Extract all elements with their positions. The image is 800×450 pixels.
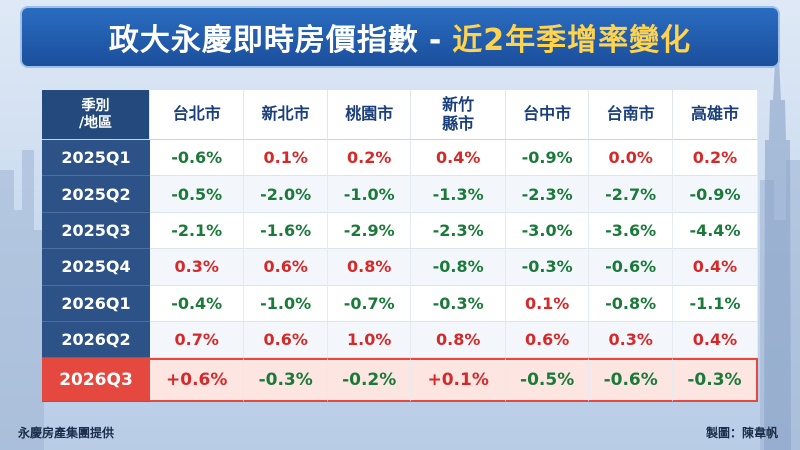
table-row: 2025Q3 -2.1% -1.6% -2.9% -2.3% -3.0% -3.6% -4.4… (42, 212, 758, 250)
column-header: 高雄市 (672, 90, 758, 140)
column-header-line1: 台北市 (172, 104, 221, 124)
data-table-container: 季別 /地區 台北市 新北市 桃園市 新竹 縣市 台中市 台南市 高雄市 2025Q1 -0.6… (42, 90, 758, 402)
value-cell: -0.7% (327, 285, 412, 322)
value-cell: -2.0% (244, 176, 328, 213)
value-cell: -1.6% (244, 212, 328, 250)
period-cell: 2026Q3 (42, 358, 150, 402)
value-cell: -2.9% (327, 212, 412, 250)
value-cell: -0.3% (505, 249, 590, 286)
value-cell: -0.4% (150, 285, 245, 322)
column-header-line1: 新北市 (261, 104, 310, 124)
column-header-line1: 台南市 (606, 104, 655, 124)
value-cell: -0.5% (505, 358, 590, 402)
value-cell: -0.9% (505, 140, 590, 177)
column-header: 台中市 (505, 90, 590, 140)
value-cell: -2.3% (505, 176, 590, 213)
value-cell: -0.6% (589, 249, 673, 286)
value-cell: -0.8% (589, 285, 673, 322)
value-cell: 1.0% (327, 321, 412, 359)
period-cell: 2025Q2 (42, 176, 150, 213)
value-cell: 0.6% (505, 321, 590, 359)
value-cell: -0.9% (672, 176, 758, 213)
table-body: 2025Q1 -0.6% 0.1% 0.2% 0.4% -0.9% 0.0% 0.2% 2025… (42, 140, 758, 402)
value-cell: -3.0% (505, 212, 590, 250)
value-cell: 0.8% (327, 249, 412, 286)
value-cell: -3.6% (589, 212, 673, 250)
value-cell: 0.4% (672, 321, 758, 359)
table-row: 2025Q1 -0.6% 0.1% 0.2% 0.4% -0.9% 0.0% 0.2% (42, 140, 758, 177)
table-row: 2025Q4 0.3% 0.6% 0.8% -0.8% -0.3% -0.6% 0.4% (42, 249, 758, 286)
value-cell: 0.6% (244, 321, 328, 359)
value-cell: -0.2% (327, 358, 412, 402)
value-cell: -1.0% (327, 176, 412, 213)
corner-label-line1: 季別 (81, 98, 110, 115)
value-cell: -2.1% (150, 212, 245, 250)
period-cell: 2026Q1 (42, 285, 150, 322)
credit-note: 製圖：陳韋帆 (705, 426, 778, 440)
value-cell: -0.3% (672, 358, 758, 402)
page-title: 政大永慶即時房價指數 - 近2年季增率變化 (109, 15, 691, 59)
price-index-table: 季別 /地區 台北市 新北市 桃園市 新竹 縣市 台中市 台南市 高雄市 2025Q1 -0.6… (42, 90, 758, 402)
column-header: 新北市 (244, 90, 328, 140)
column-header: 新竹 縣市 (411, 90, 506, 140)
value-cell: +0.1% (411, 358, 506, 402)
value-cell: -2.3% (411, 212, 506, 250)
value-cell: -1.3% (411, 176, 506, 213)
value-cell: 0.2% (327, 140, 412, 177)
column-header-line2: 縣市 (442, 113, 475, 133)
value-cell: 0.2% (672, 140, 758, 177)
column-header: 台南市 (589, 90, 673, 140)
value-cell: 0.4% (672, 249, 758, 286)
source-note: 永慶房產集團提供 (18, 426, 115, 440)
value-cell: -0.5% (150, 176, 245, 213)
value-cell: -0.6% (150, 140, 245, 177)
value-cell: 0.1% (244, 140, 328, 177)
corner-label-line2: /地區 (78, 114, 113, 131)
table-row: 2026Q1 -0.4% -1.0% -0.7% -0.3% 0.1% -0.8% -1.1% (42, 285, 758, 322)
value-cell: -4.4% (672, 212, 758, 250)
period-cell: 2025Q4 (42, 249, 150, 286)
value-cell: +0.6% (150, 358, 245, 402)
value-cell: -1.0% (244, 285, 328, 322)
value-cell: -0.8% (411, 249, 506, 286)
value-cell: 0.8% (411, 321, 506, 359)
value-cell: 0.6% (244, 249, 328, 286)
title-main: 政大永慶即時房價指數 (108, 23, 419, 58)
value-cell: -0.3% (244, 358, 328, 402)
value-cell: 0.4% (411, 140, 506, 177)
title-subtitle: 近2年季增率變化 (452, 23, 692, 58)
table-header-row: 季別 /地區 台北市 新北市 桃園市 新竹 縣市 台中市 台南市 高雄市 (42, 90, 758, 140)
table-row: 2025Q2 -0.5% -2.0% -1.0% -1.3% -2.3% -2.7% -0.9… (42, 176, 758, 213)
value-cell: 0.0% (589, 140, 673, 177)
title-background (20, 6, 780, 68)
value-cell: 0.7% (150, 321, 245, 359)
value-cell: 0.3% (589, 321, 673, 359)
corner-header: 季別 /地區 (42, 90, 150, 140)
value-cell: 0.1% (505, 285, 590, 322)
value-cell: 0.3% (150, 249, 245, 286)
column-header-line1: 高雄市 (690, 104, 739, 124)
title-banner: 政大永慶即時房價指數 - 近2年季增率變化 (0, 6, 800, 68)
period-cell: 2026Q2 (42, 321, 150, 359)
table-row: 2026Q3 +0.6% -0.3% -0.2% +0.1% -0.5% -0.6% -0.3… (42, 358, 758, 402)
column-header-line1: 桃園市 (345, 104, 394, 124)
period-cell: 2025Q3 (42, 212, 150, 250)
table-row: 2026Q2 0.7% 0.6% 1.0% 0.8% 0.6% 0.3% 0.4% (42, 321, 758, 359)
column-header-line1: 台中市 (523, 104, 572, 124)
column-header: 台北市 (150, 90, 245, 140)
column-header: 桃園市 (327, 90, 412, 140)
column-header-line1: 新竹 (442, 95, 475, 115)
value-cell: -0.6% (589, 358, 673, 402)
title-dash: - (428, 23, 443, 58)
period-cell: 2025Q1 (42, 140, 150, 177)
value-cell: -1.1% (672, 285, 758, 322)
value-cell: -0.3% (411, 285, 506, 322)
value-cell: -2.7% (589, 176, 673, 213)
